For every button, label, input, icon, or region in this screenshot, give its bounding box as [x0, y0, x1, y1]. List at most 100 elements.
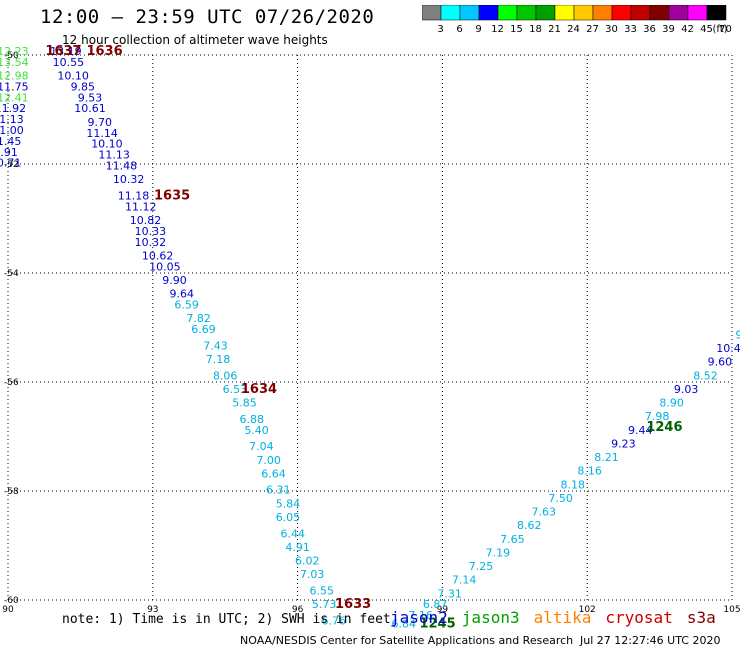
x-tick-label: 90: [2, 605, 14, 615]
wave-height-label: 7.43: [203, 339, 228, 352]
legend-unit: (ft): [712, 24, 727, 35]
wave-height-label: 5.84: [276, 497, 301, 510]
wave-height-label: 10.71: [0, 157, 21, 170]
wave-height-label: 11.18: [118, 189, 150, 202]
timestamp: Jul 27 12:27:46 UTC 2020: [580, 634, 721, 647]
wave-height-label: 7.82: [186, 312, 211, 325]
credit-text: NOAA/NESDIS Center for Satellite Applica…: [240, 634, 574, 647]
wave-height-label: 11.00: [0, 124, 24, 137]
wave-height-label: 11.13: [0, 113, 24, 126]
pass-time-label: 1633: [335, 597, 371, 612]
wave-height-label: 8.16: [577, 465, 602, 478]
wave-height-label: 6.76: [322, 615, 347, 628]
wave-height-label: 9.44: [628, 424, 653, 437]
legend-label: 36: [643, 24, 656, 35]
wave-height-label: 7.14: [452, 574, 477, 587]
wave-height-label: 12.23: [0, 45, 29, 58]
wave-height-label: 7.04: [249, 440, 274, 453]
wave-height-label: 9.70: [87, 116, 112, 129]
wave-height-label: 7.16: [408, 609, 433, 622]
wave-height-label: 8.06: [213, 369, 238, 382]
wave-height-label: 10.62: [142, 249, 174, 262]
wave-height-label: 6.53: [223, 383, 248, 396]
pass-time-label: 1636: [86, 44, 122, 59]
y-tick-label: -52: [4, 160, 19, 170]
legend-label: 33: [624, 24, 637, 35]
legend-label: 39: [662, 24, 675, 35]
wave-height-label: 5.40: [244, 424, 269, 437]
legend-label: 6: [456, 24, 462, 35]
legend-label: 21: [548, 24, 561, 35]
wave-height-label: 7.03: [300, 568, 325, 581]
pass-time-label: 1635: [154, 188, 190, 203]
wave-height-label: 12.41: [0, 91, 29, 104]
y-tick-label: -54: [4, 269, 19, 279]
wave-height-label: 9.64: [170, 288, 195, 301]
wave-height-label: 11.14: [86, 127, 118, 140]
y-tick-label: -60: [4, 596, 19, 606]
y-tick-label: -56: [4, 378, 19, 388]
page-title: 12:00 – 23:59 UTC 07/26/2020: [40, 6, 375, 28]
wave-height-label: 6.59: [174, 298, 199, 311]
wave-height-label: 6.87: [423, 598, 448, 611]
wave-height-label: 7.98: [645, 410, 670, 423]
legend-label: 12: [491, 24, 504, 35]
wave-height-label: 10.32: [113, 173, 145, 186]
satellite-name: cryosat: [605, 608, 673, 627]
wave-height-label: 13.54: [0, 56, 29, 69]
x-tick-label: 105: [723, 605, 740, 615]
wave-height-label: 9.60: [708, 356, 733, 369]
wave-height-label: 6.84: [392, 617, 417, 630]
x-tick-label: 102: [579, 605, 596, 615]
wave-height-label: 9.91: [0, 146, 18, 159]
wave-height-label: 6.02: [295, 555, 320, 568]
wave-height-label: 11.45: [0, 135, 21, 148]
wave-height-label: 10.82: [130, 214, 162, 227]
wave-height-label: 10.05: [149, 260, 181, 273]
wave-height-label: 11.13: [98, 149, 130, 162]
wave-height-label: 9.23: [611, 437, 636, 450]
legend-label: 24: [567, 24, 580, 35]
wave-height-label: 7.25: [469, 560, 494, 573]
wave-height-label: 9.8: [735, 328, 740, 341]
wave-height-label: 10.55: [53, 56, 85, 69]
wave-height-label: 10.32: [135, 236, 167, 249]
wave-height-label: 6.88: [239, 413, 264, 426]
wave-height-label: 8.21: [594, 451, 619, 464]
wave-height-label: 10.10: [57, 70, 89, 83]
wave-height-label: 7.31: [437, 587, 462, 600]
wave-height-label: 8.52: [693, 369, 718, 382]
legend-label: 15: [510, 24, 523, 35]
color-legend: 3 6 9 12 15 18 21 24 27 30 33 36 39 42 45 70(ft): [422, 5, 732, 35]
wave-height-label: 6.64: [261, 467, 286, 480]
wave-height-label: 9.03: [674, 383, 699, 396]
wave-height-label: 5.73: [312, 598, 337, 611]
wave-height-label: 6.55: [309, 585, 334, 598]
pass-time-label: 1637: [45, 44, 81, 59]
x-tick-label: 96: [292, 605, 304, 615]
legend-label: 30: [605, 24, 618, 35]
x-tick-label: 99: [437, 605, 449, 615]
y-tick-label: -58: [4, 487, 19, 497]
legend-label: 45: [700, 24, 713, 35]
wave-height-label: 10.42: [716, 342, 740, 355]
wave-height-label: 6.31: [266, 484, 291, 497]
wave-height-label: 8.90: [659, 397, 684, 410]
pass-time-label: 1246: [646, 420, 682, 435]
wave-height-label: 7.63: [532, 506, 557, 519]
wave-height-label: 11.12: [125, 200, 157, 213]
satellite-name: s3a: [686, 608, 716, 627]
legend-label: 18: [529, 24, 542, 35]
wave-height-label: 7.19: [486, 546, 511, 559]
wave-height-label: 7.00: [256, 454, 281, 467]
wave-height-label: 4.91: [285, 541, 310, 554]
wave-height-label: 10.33: [135, 225, 167, 238]
legend-label: 42: [681, 24, 694, 35]
wave-height-label: 7.18: [206, 353, 231, 366]
wave-height-label: 7.65: [500, 533, 525, 546]
wave-height-label: 11.48: [106, 159, 138, 172]
wave-height-label: 8.18: [560, 478, 585, 491]
wave-height-label: 11.75: [0, 80, 29, 93]
footnote: note: 1) Time is in UTC; 2) SWH is in fe…: [62, 612, 391, 627]
